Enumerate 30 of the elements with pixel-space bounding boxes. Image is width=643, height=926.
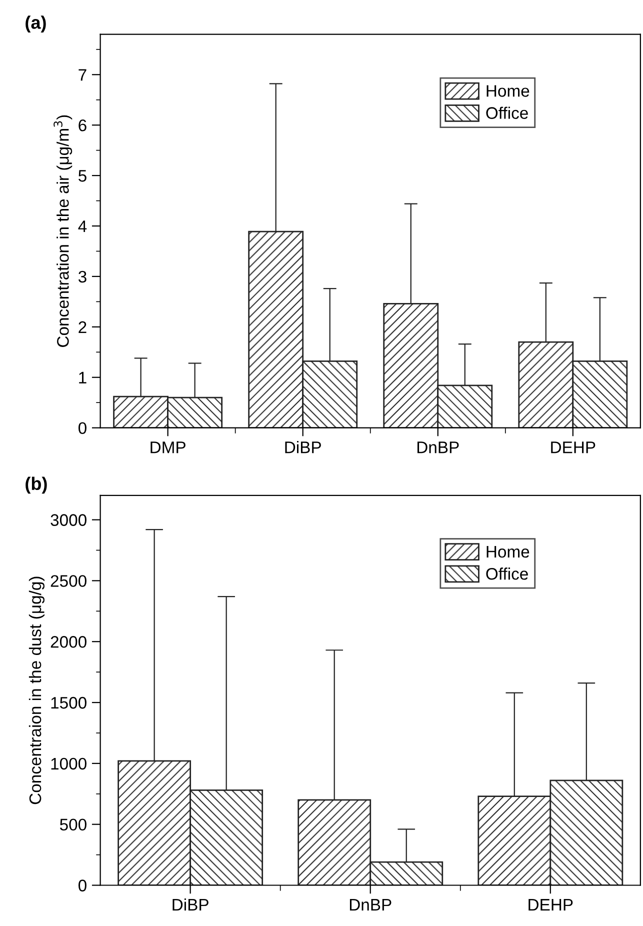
x-tick-label: DEHP (528, 899, 573, 911)
chart-title: (b) (26, 476, 47, 494)
y-axis-title: Concentraion in the dust (μg/g) (28, 576, 44, 804)
y-tick-label: 3 (78, 270, 86, 283)
y-tick-label: 1500 (51, 696, 86, 709)
y-tick-label: 2500 (50, 575, 86, 587)
x-tick-label: DEHP (551, 442, 596, 454)
legend-label: Office (486, 106, 528, 119)
y-tick-label: 2000 (50, 636, 86, 648)
x-tick-label: DMP (150, 442, 186, 454)
y-tick-label: 6 (78, 119, 86, 132)
y-tick-label: 5 (78, 170, 86, 182)
legend-label: Office (486, 568, 528, 580)
legend-label: Home (486, 546, 530, 558)
x-tick-label: DiBP (172, 898, 208, 911)
y-axis-title: Concentration in the air (μg/m$^{3}$) (54, 115, 72, 347)
y-tick-label: 4 (78, 220, 87, 232)
y-tick-label: 0 (78, 880, 86, 892)
y-tick-label: 500 (60, 818, 86, 831)
y-tick-label: 1 (79, 372, 86, 384)
chart-title: (a) (26, 16, 46, 32)
y-tick-label: 3000 (50, 514, 86, 526)
legend-label: Home (486, 85, 530, 97)
y-tick-label: 7 (78, 69, 86, 81)
y-tick-label: 2 (78, 321, 86, 333)
y-tick-label: 0 (78, 422, 86, 434)
y-tick-label: 1000 (51, 758, 86, 770)
x-tick-label: DnBP (417, 442, 459, 454)
x-tick-label: DiBP (285, 441, 321, 454)
x-tick-label: DnBP (350, 899, 392, 911)
